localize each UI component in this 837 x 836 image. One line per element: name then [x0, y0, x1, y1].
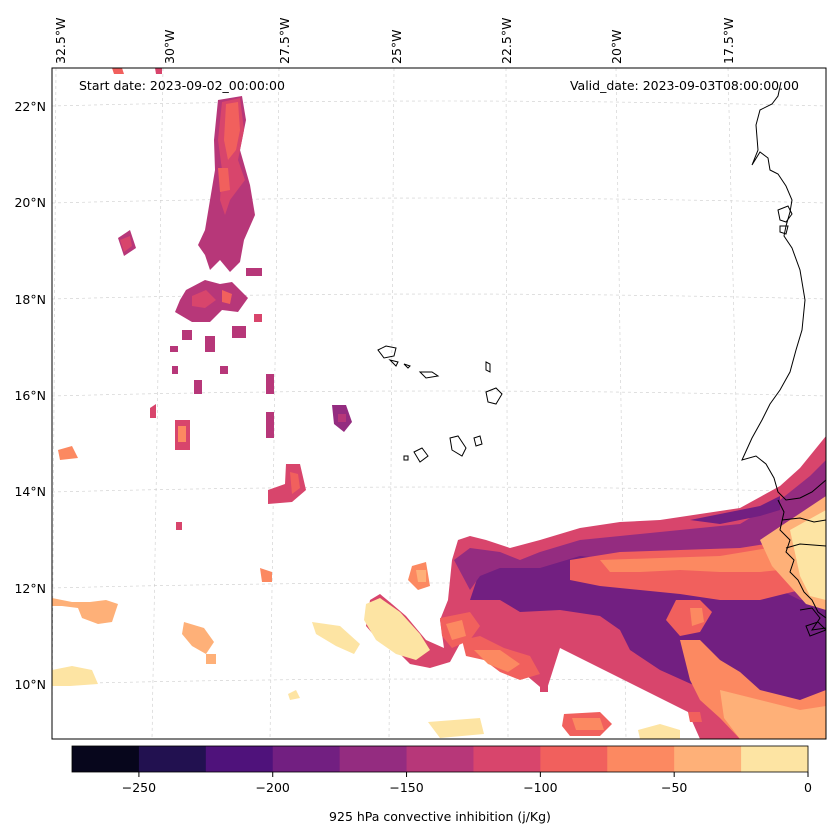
colorbar-block: [741, 746, 809, 772]
lat-label: 16°N: [14, 388, 46, 403]
start-date-annotation: Start date: 2023-09-02_00:00:00: [79, 78, 285, 93]
lon-label: 25°W: [389, 29, 404, 64]
colorbar-block: [406, 746, 474, 772]
africa-coastline: [741, 81, 826, 501]
colorbar-block: [339, 746, 408, 772]
lon-label: 27.5°W: [277, 18, 292, 64]
colorbar-tick-label: −200: [256, 780, 290, 795]
colorbar-tick-label: −50: [661, 780, 687, 795]
cape-verde-islands: [377, 345, 397, 359]
colorbar-block: [205, 746, 274, 772]
colorbar-tick-label: −100: [523, 780, 557, 795]
lon-label: 32.5°W: [53, 18, 68, 64]
lat-label: 14°N: [14, 484, 46, 499]
cin-contours: [52, 68, 826, 739]
lat-label: 12°N: [14, 581, 46, 596]
lon-label: 30°W: [162, 29, 177, 64]
colorbar-blocks: [72, 746, 809, 772]
colorbar-block: [674, 746, 742, 772]
colorbar-block: [138, 746, 207, 772]
lat-label: 10°N: [14, 677, 46, 692]
colorbar-block: [473, 746, 541, 772]
colorbar-block: [607, 746, 675, 772]
colorbar-tick-label: −150: [389, 780, 423, 795]
colorbar-tick-label: 0: [804, 780, 812, 795]
lon-label: 22.5°W: [499, 18, 514, 64]
colorbar-block: [272, 746, 341, 772]
colorbar-block: [540, 746, 608, 772]
senegal-coast: [777, 499, 826, 619]
colorbar-tick-label: −250: [122, 780, 156, 795]
colorbar-label: 925 hPa convective inhibition (j/Kg): [329, 809, 551, 824]
lon-label: 20°W: [609, 29, 624, 64]
lon-label: 17.5°W: [721, 18, 736, 64]
colorbar-ticks: −250 −200 −150 −100 −50 0: [122, 772, 812, 795]
lat-label: 18°N: [14, 292, 46, 307]
colorbar: −250 −200 −150 −100 −50 0 925 hPa convective …: [71, 745, 812, 824]
valid-date-annotation: Valid_date: 2023-09-03T08:00:00.00: [570, 78, 799, 93]
colorbar-block: [72, 746, 140, 772]
lat-label: 20°N: [14, 195, 46, 210]
lat-label: 22°N: [14, 99, 46, 114]
coastlines: [377, 81, 826, 637]
